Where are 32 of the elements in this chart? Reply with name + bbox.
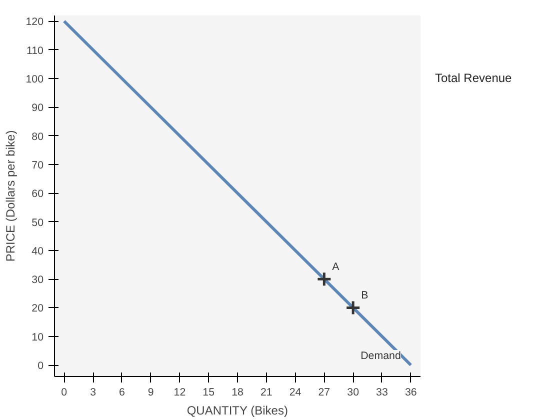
y-tick-label: 100 — [26, 74, 44, 86]
y-tick-label: 50 — [32, 216, 44, 229]
annotation: B — [361, 290, 368, 302]
x-tick-label: 12 — [174, 386, 186, 398]
y-tick-label: 60 — [32, 188, 44, 200]
series-label: Demand — [360, 350, 401, 362]
x-tick-label: 6 — [118, 386, 125, 398]
y-tick-label: 80 — [32, 130, 44, 143]
x-tick-label: 36 — [404, 386, 417, 398]
x-tick-label: 9 — [148, 386, 154, 398]
y-tick-label: 110 — [26, 44, 44, 57]
x-tick-label: 24 — [289, 386, 302, 398]
y-tick-label: 90 — [32, 102, 44, 114]
x-axis-title: QUANTITY (Bikes) — [186, 404, 288, 418]
y-axis-title: PRICE (Dollars per bike) — [4, 130, 18, 262]
x-tick-label: 33 — [376, 386, 388, 398]
x-tick-label: 27 — [318, 386, 330, 398]
y-tick-label: 0 — [38, 360, 44, 372]
text: Total Revenue — [435, 70, 512, 87]
x-tick-label: 30 — [347, 386, 360, 398]
x-tick-label: 18 — [232, 386, 244, 398]
y-tick-label: 40 — [32, 245, 44, 258]
x-tick-label: 0 — [61, 386, 68, 398]
x-tick-label: 3 — [90, 386, 96, 398]
y-tick-label: 10 — [32, 331, 44, 344]
y-tick-label: 30 — [32, 274, 44, 286]
y-tick-label: 70 — [32, 159, 44, 172]
annotation: A — [332, 261, 340, 274]
y-tick-label: 120 — [26, 16, 44, 28]
x-tick-label: 15 — [202, 386, 215, 398]
y-tick-label: 20 — [32, 302, 44, 315]
x-tick-label: 21 — [260, 386, 272, 398]
